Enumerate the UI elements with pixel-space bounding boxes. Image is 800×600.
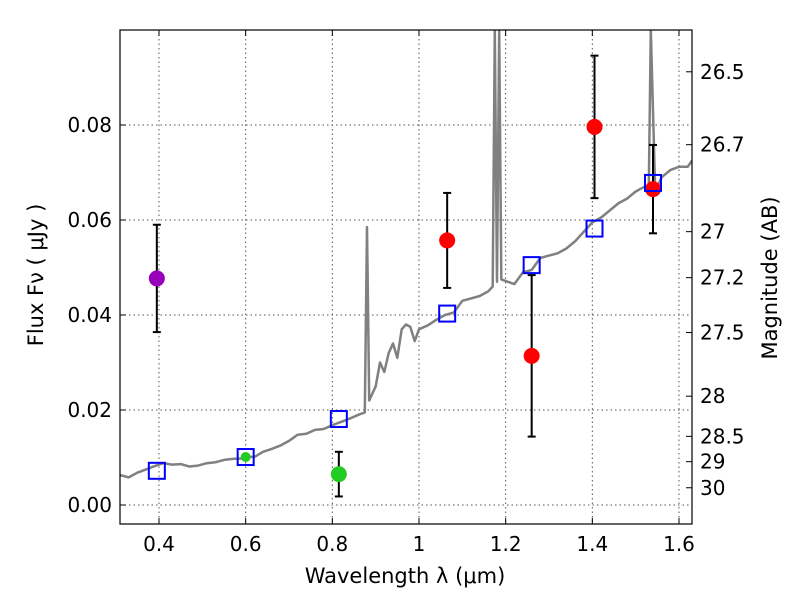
model-flux-box <box>585 219 604 238</box>
model-spectrum-line <box>120 30 692 479</box>
right-tick-label: 26.7 <box>700 133 745 157</box>
right-tick-label: 30 <box>700 476 725 500</box>
y-tick-label: 0.02 <box>67 398 112 422</box>
x-tick-label: 1.4 <box>576 532 608 556</box>
model-spectrum-layer <box>120 30 692 479</box>
model-flux-box <box>438 304 457 323</box>
observed-flux-point <box>523 347 540 364</box>
right-tick-label: 27.2 <box>700 266 745 290</box>
observed-flux-point <box>439 232 456 249</box>
model-flux-box <box>522 256 541 275</box>
right-tick-label: 28.5 <box>700 424 745 448</box>
right-tick-label: 29 <box>700 450 725 474</box>
y-tick-label: 0.06 <box>67 208 112 232</box>
y-tick-label: 0.08 <box>67 113 112 137</box>
observed-flux-point <box>586 118 603 135</box>
observed-flux-point <box>148 270 165 287</box>
model-flux-box <box>147 461 166 480</box>
y-tick-label: 0.00 <box>67 493 112 517</box>
x-tick-label: 0.4 <box>143 532 175 556</box>
y-tick-label: 0.04 <box>67 303 112 327</box>
data-points-layer <box>147 54 662 498</box>
model-flux-box <box>644 173 662 192</box>
x-tick-label: 1 <box>413 532 426 556</box>
grid <box>120 30 692 524</box>
right-tick-label: 26.5 <box>700 60 745 84</box>
x-tick-label: 1.6 <box>663 532 695 556</box>
x-tick-label: 0.8 <box>316 532 348 556</box>
observed-flux-point <box>645 181 661 198</box>
x-tick-label: 0.6 <box>230 532 262 556</box>
ticks: 0.4 0.6 0.8 1 1.2 1.4 1.6 0.00 0.02 0.04 0.06 0.08 2… <box>67 30 745 556</box>
x-axis-label: Wavelength λ (μm) <box>305 564 506 588</box>
x-tick-label: 1.2 <box>490 532 522 556</box>
right-axis-label: Magnitude (AB) <box>758 196 782 359</box>
y-axis-label: Flux Fν ( μJy ) <box>24 204 48 347</box>
observed-flux-point <box>240 452 251 463</box>
plot-frame <box>119 29 693 525</box>
model-flux-box <box>236 448 255 467</box>
right-tick-label: 27.5 <box>700 321 745 345</box>
right-tick-label: 27 <box>700 220 725 244</box>
model-flux-box <box>329 410 348 429</box>
right-tick-label: 28 <box>700 384 725 408</box>
observed-flux-point <box>330 466 347 483</box>
